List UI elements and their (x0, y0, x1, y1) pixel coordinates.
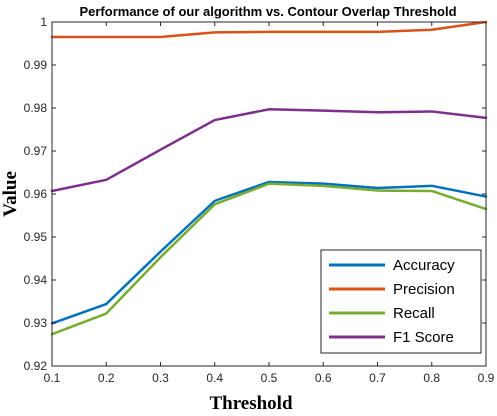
y-tick-label: 0.94 (24, 273, 48, 287)
series-line-precision (50, 20, 488, 39)
y-tick-label: 0.96 (24, 187, 48, 201)
series-layer (50, 20, 488, 336)
x-axis-label: Threshold (209, 393, 293, 411)
ticks-layer: 0.1 0.2 0.3 0.4 0.5 0.6 0.7 0.8 0.9 0.92 0.93 0.94 0… (24, 15, 495, 385)
y-tick-label: 0.98 (24, 101, 48, 115)
y-tick-label: 0.95 (24, 230, 48, 244)
x-tick-label: 0.9 (478, 371, 495, 385)
legend-label-f1-score: F1 Score (393, 329, 454, 346)
y-tick-label: 0.99 (24, 58, 48, 72)
x-tick-label: 0.4 (206, 371, 223, 385)
series-line-f1-score (50, 108, 488, 193)
x-tick-label: 0.7 (369, 371, 386, 385)
y-axis-label: Value (0, 171, 21, 217)
x-tick-label: 0.6 (315, 371, 332, 385)
x-tick-label: 0.5 (261, 371, 278, 385)
series-line-accuracy (50, 180, 488, 325)
y-tick-label: 0.93 (24, 316, 48, 330)
x-tick-label: 0.2 (98, 371, 115, 385)
legend-label-accuracy: Accuracy (393, 257, 455, 274)
y-tick-label: 0.97 (24, 144, 48, 158)
y-tick-label: 1 (40, 15, 47, 29)
y-tick-label: 0.92 (24, 359, 48, 373)
legend-label-recall: Recall (393, 305, 435, 322)
legend-items: Accuracy Precision Recall F1 Score (329, 257, 455, 346)
legend: Accuracy Precision Recall F1 Score (320, 249, 482, 354)
x-tick-label: 0.1 (44, 371, 61, 385)
x-tick-label: 0.3 (152, 371, 169, 385)
chart-title: Performance of our algorithm vs. Contour… (79, 4, 456, 19)
legend-label-precision: Precision (393, 281, 455, 298)
series-line-recall (50, 182, 488, 336)
x-tick-label: 0.8 (423, 371, 440, 385)
